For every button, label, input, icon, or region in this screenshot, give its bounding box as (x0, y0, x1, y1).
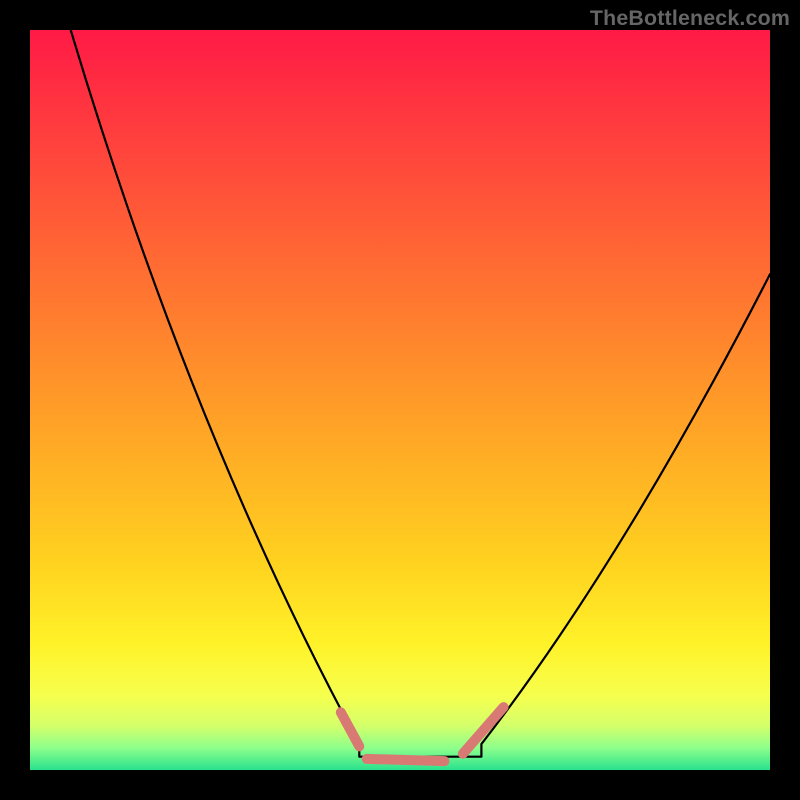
marker-segment-1 (367, 759, 445, 761)
curve-layer (30, 30, 770, 770)
chart-frame: TheBottleneck.com (0, 0, 800, 800)
bottleneck-curve (71, 30, 770, 757)
marker-segment-0 (341, 712, 360, 746)
marker-segment-2 (463, 707, 504, 754)
plot-area (30, 30, 770, 770)
markers-group (341, 707, 504, 761)
watermark-text: TheBottleneck.com (590, 6, 790, 31)
